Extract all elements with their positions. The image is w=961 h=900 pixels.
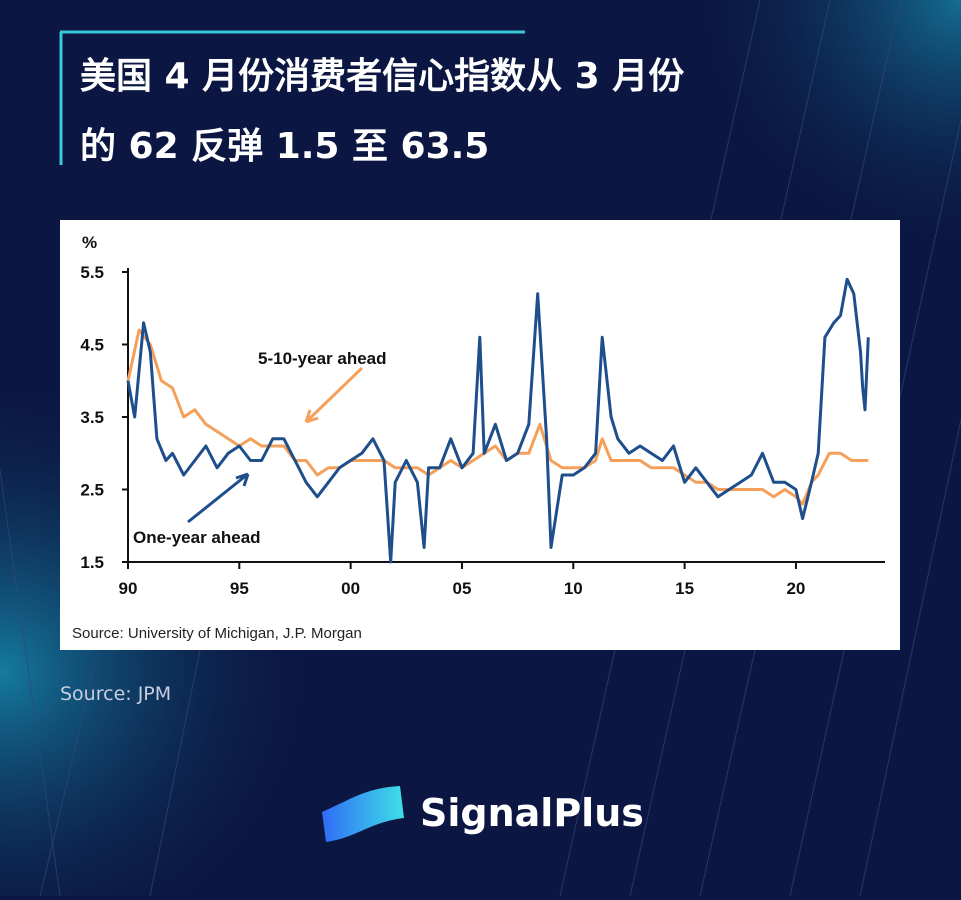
y-tick-label: 2.5 xyxy=(80,481,104,500)
title: 美国 4 月份消费者信心指数从 3 月份 xyxy=(80,56,684,97)
y-tick-label: 3.5 xyxy=(80,408,104,427)
source: Source: JPM xyxy=(60,683,171,705)
x-tick-label: 10 xyxy=(564,579,583,598)
x-tick-label: 20 xyxy=(786,579,805,598)
brand: SignalPlus xyxy=(420,791,644,835)
series-line xyxy=(126,277,870,564)
y-axis-label: % xyxy=(82,233,97,252)
y-tick-label: 4.5 xyxy=(80,336,104,355)
x-tick-label: 95 xyxy=(230,579,249,598)
annotation: One-year ahead xyxy=(133,528,261,547)
x-tick-label: 00 xyxy=(341,579,360,598)
chart-source: Source: University of Michigan, J.P. Mor… xyxy=(72,625,362,642)
annotation-arrow xyxy=(304,366,364,424)
title: 的 62 反弹 1.5 至 63.5 xyxy=(80,126,489,167)
logo xyxy=(322,786,404,842)
annotation-arrow xyxy=(187,472,250,524)
annotation: 5-10-year ahead xyxy=(258,349,387,368)
x-tick-label: 90 xyxy=(119,579,138,598)
chart-panel xyxy=(60,220,900,650)
y-tick-label: 5.5 xyxy=(80,263,104,282)
x-tick-label: 05 xyxy=(453,579,472,598)
y-tick-label: 1.5 xyxy=(80,553,104,572)
x-tick-label: 15 xyxy=(675,579,694,598)
